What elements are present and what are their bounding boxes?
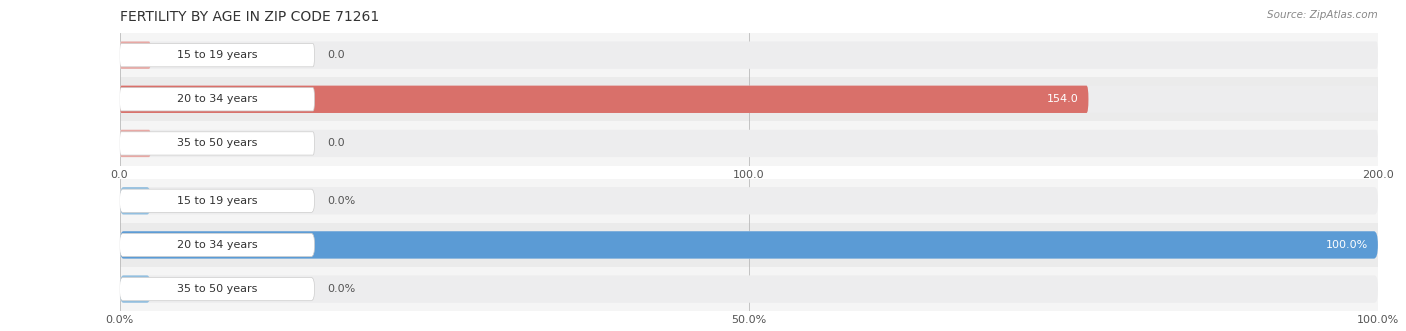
FancyBboxPatch shape — [120, 275, 150, 303]
FancyBboxPatch shape — [120, 231, 1378, 259]
FancyBboxPatch shape — [120, 277, 315, 301]
Text: 15 to 19 years: 15 to 19 years — [177, 50, 257, 60]
FancyBboxPatch shape — [120, 231, 1378, 259]
Text: 100.0%: 100.0% — [1326, 240, 1368, 250]
Text: 0.0%: 0.0% — [328, 196, 356, 206]
FancyBboxPatch shape — [120, 187, 150, 214]
Bar — [120, 121, 1378, 166]
Bar — [120, 33, 1378, 77]
FancyBboxPatch shape — [120, 189, 315, 213]
Bar — [120, 179, 1378, 223]
Text: 15 to 19 years: 15 to 19 years — [177, 196, 257, 206]
FancyBboxPatch shape — [120, 233, 315, 257]
Text: 0.0: 0.0 — [328, 50, 344, 60]
Text: 0.0%: 0.0% — [328, 284, 356, 294]
FancyBboxPatch shape — [120, 41, 150, 69]
FancyBboxPatch shape — [120, 41, 1378, 69]
Text: Source: ZipAtlas.com: Source: ZipAtlas.com — [1267, 10, 1378, 20]
FancyBboxPatch shape — [120, 44, 315, 67]
Text: 154.0: 154.0 — [1046, 94, 1078, 104]
Text: FERTILITY BY AGE IN ZIP CODE 71261: FERTILITY BY AGE IN ZIP CODE 71261 — [120, 10, 378, 24]
Text: 35 to 50 years: 35 to 50 years — [177, 284, 257, 294]
FancyBboxPatch shape — [120, 130, 150, 157]
FancyBboxPatch shape — [120, 86, 1378, 113]
Text: 20 to 34 years: 20 to 34 years — [177, 240, 257, 250]
Bar — [120, 267, 1378, 311]
FancyBboxPatch shape — [120, 130, 1378, 157]
FancyBboxPatch shape — [120, 86, 1088, 113]
Bar — [120, 77, 1378, 121]
FancyBboxPatch shape — [120, 132, 315, 155]
FancyBboxPatch shape — [120, 275, 1378, 303]
Bar — [120, 223, 1378, 267]
Text: 35 to 50 years: 35 to 50 years — [177, 138, 257, 148]
FancyBboxPatch shape — [120, 88, 315, 111]
FancyBboxPatch shape — [120, 187, 1378, 214]
Text: 0.0: 0.0 — [328, 138, 344, 148]
Text: 20 to 34 years: 20 to 34 years — [177, 94, 257, 104]
